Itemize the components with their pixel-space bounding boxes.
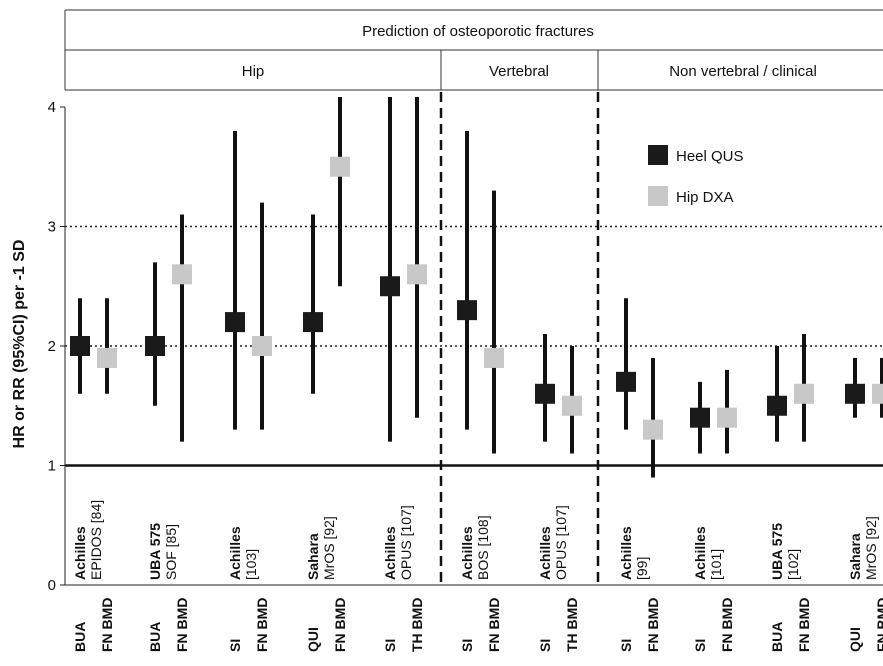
header-group-vertebral: Vertebral	[489, 63, 549, 80]
x-category-label: SI	[382, 639, 398, 652]
x-category-label: SI	[692, 639, 708, 652]
study-site-label: Achilles	[382, 526, 398, 580]
data-marks	[70, 97, 883, 478]
study-ref-label: EPIDOS [84]	[88, 500, 104, 580]
header-group-hip: Hip	[242, 63, 265, 80]
y-tick-label: 2	[48, 338, 56, 355]
point-heel-qus	[535, 383, 555, 404]
x-category-label: BUA	[769, 622, 785, 652]
point-hip-dxa	[872, 383, 883, 404]
point-hip-dxa	[252, 336, 272, 356]
category-labels: BUA FN BMD BUA FN BMD SI FN BMD QUI FN BMD SI TH …	[72, 598, 883, 652]
legend-label-hip-dxa: Hip DXA	[676, 189, 734, 206]
x-category-label: QUI	[305, 627, 321, 652]
x-category-label: FN BMD	[99, 598, 115, 652]
gridlines	[65, 225, 883, 467]
x-category-label: FN BMD	[645, 598, 661, 652]
y-tick-label: 1	[48, 458, 56, 475]
x-category-label: SI	[537, 639, 553, 652]
study-labels: Achilles EPIDOS [84] UBA 575 SOF [85] Achill…	[72, 500, 879, 580]
point-heel-qus	[616, 371, 636, 392]
x-category-label: FN BMD	[874, 598, 883, 652]
x-category-label: FN BMD	[486, 598, 502, 652]
study-site-label: UBA 575	[769, 523, 785, 580]
x-category-label: QUI	[847, 627, 863, 652]
legend-label-heel-qus: Heel QUS	[676, 148, 744, 165]
y-axis-label: HR or RR (95%CI) per -1 SD	[11, 240, 28, 449]
legend-swatch-heel-qus	[648, 145, 668, 165]
point-hip-dxa	[484, 347, 504, 368]
study-ref-label: BOS [108]	[475, 515, 491, 580]
study-site-label: Achilles	[537, 526, 553, 580]
point-hip-dxa	[330, 156, 350, 177]
point-hip-dxa	[172, 264, 192, 285]
point-heel-qus	[145, 336, 165, 356]
study-site-label: Achilles	[72, 526, 88, 580]
y-tick-label: 0	[48, 577, 56, 594]
study-ref-label: [99]	[634, 557, 650, 580]
x-category-label: BUA	[72, 622, 88, 652]
legend-swatch-hip-dxa	[648, 186, 668, 206]
header-table: Prediction of osteoporotic fractures Hip…	[64, 9, 883, 91]
x-category-label: FN BMD	[174, 598, 190, 652]
x-category-label: FN BMD	[796, 598, 812, 652]
point-hip-dxa	[407, 264, 427, 285]
point-heel-qus	[303, 312, 323, 333]
x-category-label: TH BMD	[564, 598, 580, 652]
header-group-nonvertebral: Non vertebral / clinical	[669, 63, 817, 80]
point-hip-dxa	[562, 395, 582, 416]
x-category-label: SI	[227, 639, 243, 652]
y-axis: 0 1 2 3 4	[48, 99, 883, 594]
study-site-label: Achilles	[692, 526, 708, 580]
y-tick-label: 4	[48, 99, 56, 116]
study-ref-label: MrOS [92]	[863, 516, 879, 580]
point-heel-qus	[767, 395, 787, 416]
point-heel-qus	[225, 312, 245, 333]
point-heel-qus	[70, 336, 90, 356]
legend: Heel QUS Hip DXA	[648, 145, 744, 206]
point-hip-dxa	[717, 407, 737, 428]
point-hip-dxa	[643, 419, 663, 440]
x-category-label: FN BMD	[332, 598, 348, 652]
point-heel-qus	[457, 300, 477, 321]
x-category-label: BUA	[147, 622, 163, 652]
x-category-label: FN BMD	[719, 598, 735, 652]
x-category-label: TH BMD	[409, 598, 425, 652]
study-site-label: Achilles	[459, 526, 475, 580]
study-ref-label: OPUS [107]	[398, 505, 414, 580]
point-heel-qus	[380, 276, 400, 297]
point-heel-qus	[690, 407, 710, 428]
study-ref-label: SOF [85]	[163, 524, 179, 580]
y-tick-label: 3	[48, 219, 56, 236]
study-ref-label: [103]	[243, 549, 259, 580]
study-site-label: Sahara	[305, 533, 321, 580]
header-title: Prediction of osteoporotic fractures	[362, 23, 594, 40]
study-ref-label: [102]	[785, 549, 801, 580]
study-site-label: Achilles	[227, 526, 243, 580]
study-ref-label: OPUS [107]	[553, 505, 569, 580]
x-category-label: SI	[618, 639, 634, 652]
study-site-label: Achilles	[618, 526, 634, 580]
point-hip-dxa	[794, 383, 814, 404]
study-ref-label: [101]	[708, 549, 724, 580]
study-ref-label: MrOS [92]	[321, 516, 337, 580]
x-category-label: FN BMD	[254, 598, 270, 652]
point-heel-qus	[845, 383, 865, 404]
point-hip-dxa	[97, 347, 117, 368]
study-site-label: Sahara	[847, 533, 863, 580]
study-site-label: UBA 575	[147, 523, 163, 580]
group-separators	[439, 92, 600, 585]
x-category-label: SI	[459, 639, 475, 652]
